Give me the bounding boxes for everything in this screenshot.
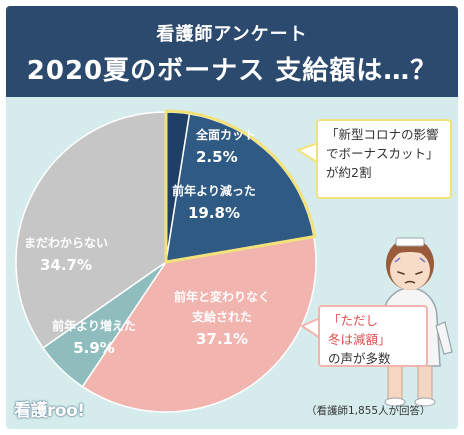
- callout-top-line: 「新型コロナの影響: [326, 127, 439, 142]
- slice-label: 前年と変わりなく支給された 37.1%: [174, 289, 270, 348]
- callout-covid-cut: 「新型コロナの影響 でボーナスカット」 が約2割: [316, 119, 452, 199]
- callout-bottom-line: 冬は減額」: [328, 332, 391, 347]
- survey-subtitle: 看護師アンケート: [156, 24, 308, 45]
- brand-logo: 看護roo!: [14, 401, 85, 421]
- chart-title: 2020夏のボーナス 支給額は…？: [26, 56, 438, 86]
- pie-labels: 全面カット 2.5% 前年より減った 19.8% 前年と変わりなく支給された 37.1% 前…: [24, 127, 270, 357]
- callout-top-line: が約2割: [326, 165, 372, 180]
- slice-label: 前年より増えた 5.9%: [52, 318, 136, 357]
- callout-winter-reduction: 「ただし 冬は減額」 の声が多数: [318, 305, 428, 367]
- highlight-border: [164, 109, 317, 264]
- highlight-outline: [164, 109, 317, 264]
- slice-label: まだわからない 34.7%: [24, 236, 108, 274]
- callout-bottom-line: 「ただし: [328, 313, 379, 328]
- callout-bottom-line: の声が多数: [328, 351, 391, 366]
- callout-top-pointer: [295, 141, 319, 165]
- header-banner: 看護師アンケート 2020夏のボーナス 支給額は…？: [6, 6, 458, 97]
- callout-top-line: でボーナスカット」: [326, 146, 439, 161]
- pie-slice: [81, 235, 317, 413]
- slice-label: 前年より減った 19.8%: [172, 183, 256, 222]
- pie-slice: [15, 111, 167, 349]
- slice-label: 全面カット 2.5%: [195, 127, 256, 166]
- respondents-footnote: （看護師1,855人が回答）: [306, 405, 431, 417]
